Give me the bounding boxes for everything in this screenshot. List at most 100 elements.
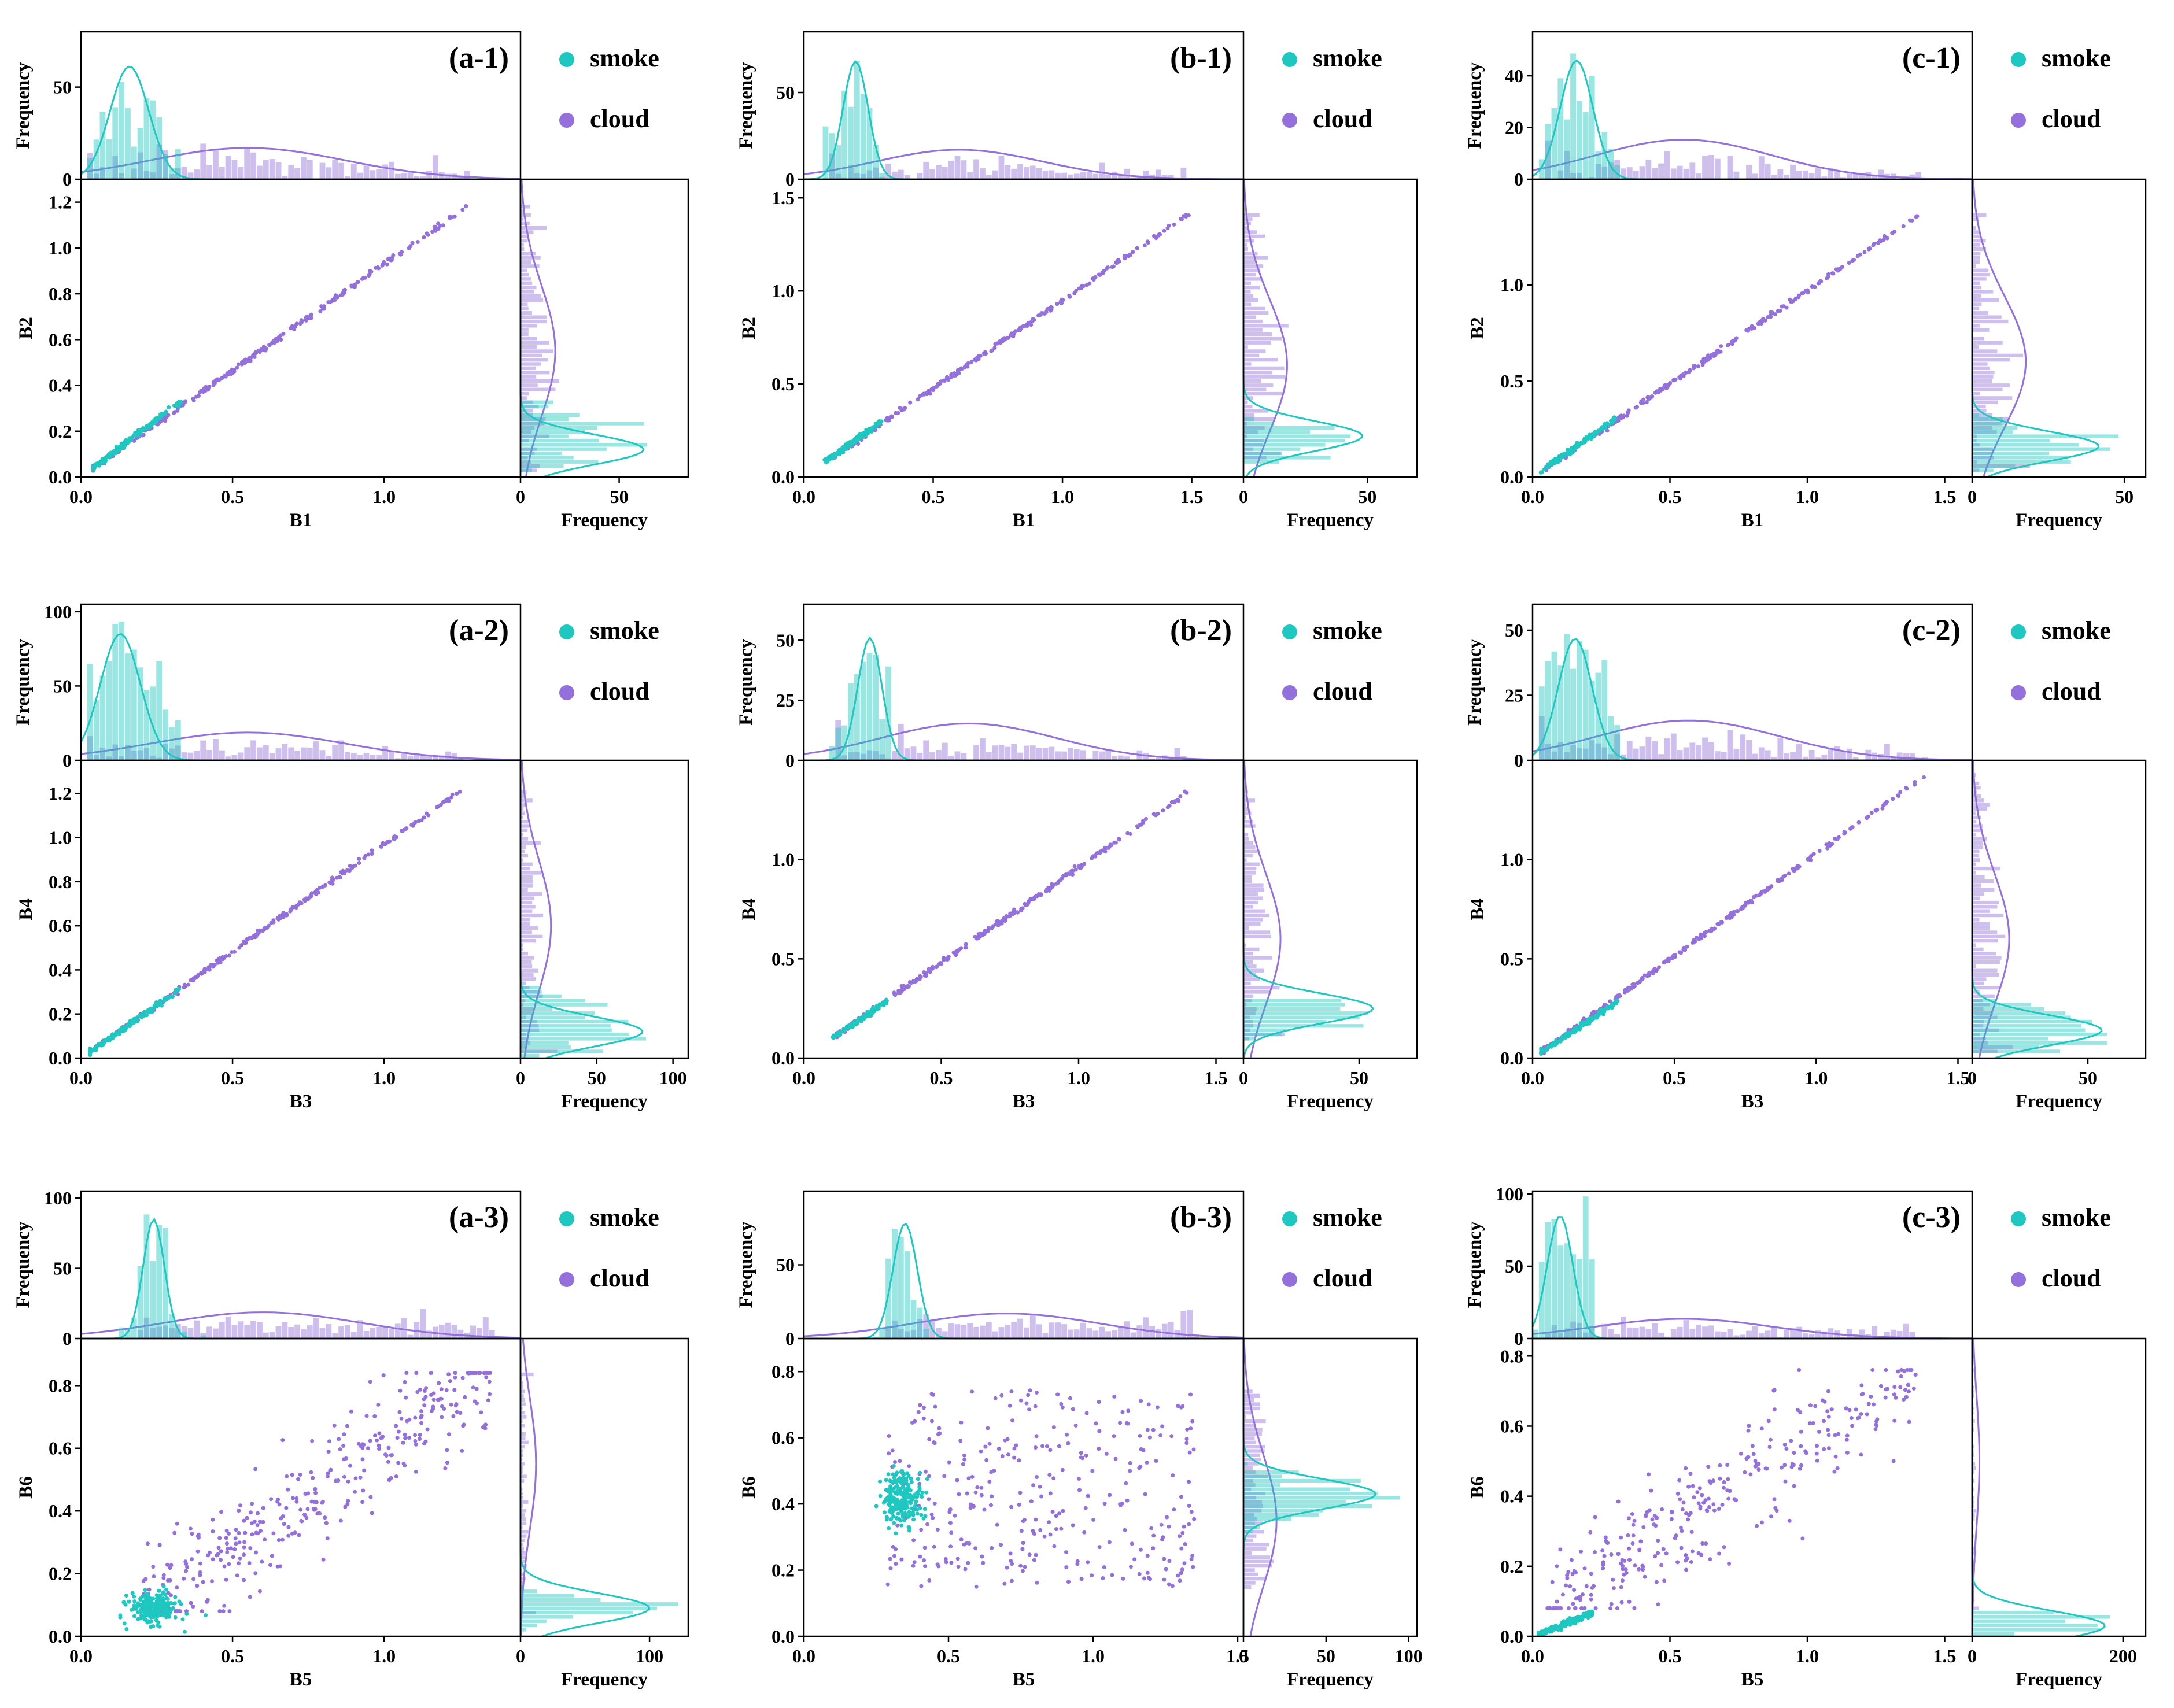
cloud-hist-bar [1633,171,1639,179]
top-histogram [1531,634,1973,761]
cloud-hist-bar [521,1513,525,1517]
cloud-hist-bar [1243,315,1256,319]
cloud-point [1769,310,1773,315]
cloud-hist-bar [1243,1411,1252,1415]
cloud-hist-bar [1972,391,1980,396]
cloud-point [957,371,961,376]
cloud-hist-bar [1595,164,1601,179]
legend-smoke-marker [1282,624,1297,639]
smoke-point [164,1587,168,1592]
smoke-point [132,1614,136,1618]
cloud-point [157,1543,162,1547]
smoke-point [131,1021,136,1025]
smoke-point [97,1042,101,1047]
cloud-hist-bar [1652,741,1658,760]
cloud-point [1892,229,1897,234]
cloud-point [302,1513,307,1517]
cloud-hist-bar [1243,900,1258,905]
cloud-point [1801,291,1806,295]
cloud-hist-bar [143,1317,150,1339]
cloud-hist-bar [521,1402,526,1406]
cloud-hist-bar [99,167,106,179]
cloud-point [404,1371,409,1376]
cloud-hist-bar [1890,757,1896,760]
cloud-hist-bar [370,170,376,179]
cloud-hist-bar [1972,456,1994,460]
cloud-hist-bar [521,285,537,290]
cloud-point [237,1530,241,1535]
cloud-point [907,984,911,989]
cloud-point [444,798,448,803]
cloud-hist-bar [350,753,357,760]
cloud-hist-bar [288,165,294,179]
smoke-hist-bar [1570,53,1576,179]
cloud-point [269,1497,274,1502]
cloud-point [983,929,987,933]
cloud-point [1154,1459,1158,1463]
cloud-hist-bar [1243,875,1252,879]
cloud-point [191,976,196,981]
cloud-hist-bar [521,807,524,811]
cloud-hist-bar [169,748,175,760]
cloud-point [232,1547,237,1551]
cloud-point [1075,1562,1080,1566]
cloud-point [948,1507,953,1511]
cloud-hist-bar [119,756,124,760]
cloud-hist-bar [873,167,879,179]
cloud-point [231,1555,235,1559]
cloud-hist-bar [967,1323,973,1339]
cloud-hist-bar [345,176,350,179]
cloud-point [1098,851,1102,855]
smoke-hist-bar [835,727,841,760]
cloud-hist-bar [1972,866,2000,871]
cloud-point [1120,1410,1125,1414]
cloud-point [946,377,950,381]
cloud-point [955,1478,959,1483]
smoke-hist-bar [1972,438,2050,443]
smoke-hist-bar [521,413,580,417]
cloud-hist-bar [1972,943,1976,947]
cloud-hist-bar [1608,754,1614,760]
cloud-point [1766,886,1770,890]
cloud-hist-bar [1005,1325,1011,1339]
cloud-point [222,1564,227,1569]
cloud-hist-bar [200,1333,206,1339]
cloud-point [1057,1511,1062,1516]
cloud-hist-bar [521,1538,525,1543]
cloud-point [475,1401,479,1406]
cloud-hist-bar [1105,174,1111,179]
cloud-point [1065,1432,1069,1437]
cloud-point [1160,1424,1165,1429]
top-y-tick-label: 0 [785,169,795,190]
cloud-hist-bar [1017,752,1023,760]
cloud-hist-bar [1243,1415,1246,1419]
smoke-point [167,1614,172,1619]
smoke-hist-bar [521,1589,537,1594]
cloud-hist-bar [1972,849,1980,853]
cloud-hist-bar [521,900,533,905]
smoke-point [128,1018,132,1023]
cloud-hist-bar [521,409,533,413]
smoke-hist-bar [1972,447,2110,451]
cloud-hist-bar [521,353,542,357]
cloud-point [1003,1438,1007,1443]
cloud-hist-bar [521,1398,526,1402]
smoke-point [861,431,866,435]
cloud-point [984,1458,989,1462]
cloud-point [1113,1456,1118,1461]
scatter-points [88,789,462,1058]
cloud-point [1091,1517,1096,1522]
cloud-hist-bar [1972,341,2003,345]
cloud-point [1684,371,1688,375]
cloud-hist-bar [1972,994,1995,998]
cloud-point [338,875,342,880]
cloud-hist-bar [1972,353,2024,357]
cloud-point [338,1518,343,1523]
cloud-point [1720,920,1725,925]
cloud-point [356,1441,361,1446]
smoke-hist-bar [1243,1032,1282,1037]
cloud-point [1840,265,1844,269]
cloud-point [455,1410,459,1414]
cloud-hist-bar [1972,230,1981,234]
cloud-hist-bar [1243,1509,1262,1513]
